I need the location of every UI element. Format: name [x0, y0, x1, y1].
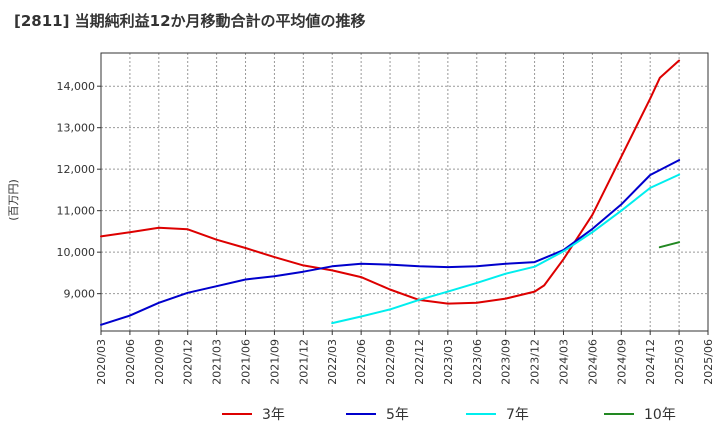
- x-tick-label: 2021/03: [211, 339, 224, 385]
- x-tick-label: 2024/09: [615, 339, 628, 385]
- x-axis: 2020/03 2020/06 2020/09 2020/12 2021/03 2021/…: [95, 331, 715, 385]
- x-tick-label: 2023/03: [442, 339, 455, 385]
- x-tick-label: 2023/09: [500, 339, 513, 385]
- x-tick-label: 2024/03: [557, 339, 570, 385]
- y-tick-label: 12,000: [57, 163, 96, 176]
- plot-frame: [100, 52, 709, 332]
- x-tick-label: 2022/03: [326, 339, 339, 385]
- x-tick-label: 2021/12: [297, 339, 310, 385]
- x-tick-label: 2022/12: [413, 339, 426, 385]
- legend-label: 5年: [386, 407, 409, 423]
- x-tick-label: 2021/09: [268, 339, 281, 385]
- series-line-10年: [658, 241, 681, 249]
- y-axis: 9,000 10,000 11,000 12,000 13,000 14,000: [57, 80, 101, 301]
- chart-title: [2811] 当期純利益12か月移動合計の平均値の推移: [14, 12, 366, 30]
- x-tick-label: 2021/06: [240, 339, 253, 385]
- x-tick-label: 2023/06: [471, 339, 484, 385]
- x-tick-label: 2024/12: [644, 339, 657, 385]
- y-tick-label: 10,000: [57, 246, 96, 259]
- x-tick-label: 2020/06: [124, 339, 137, 385]
- y-tick-label: 13,000: [57, 122, 96, 135]
- y-tick-label: 14,000: [57, 80, 96, 93]
- legend-label: 3年: [262, 407, 285, 423]
- series-layer: [100, 59, 681, 326]
- y-tick-label: 11,000: [57, 205, 96, 218]
- y-axis-label: (百万円): [7, 179, 20, 221]
- series-line-5年: [100, 159, 681, 326]
- x-tick-label: 2022/06: [355, 339, 368, 385]
- grid-layer: [100, 53, 709, 331]
- x-tick-label: 2025/06: [702, 339, 715, 385]
- x-tick-label: 2025/03: [673, 339, 686, 385]
- x-tick-label: 2024/06: [586, 339, 599, 385]
- legend-label: 7年: [506, 407, 529, 423]
- x-tick-label: 2020/03: [95, 339, 108, 385]
- x-tick-label: 2022/09: [384, 339, 397, 385]
- x-tick-label: 2020/12: [182, 339, 195, 385]
- legend: 3年 5年 7年 10年: [222, 407, 676, 423]
- y-tick-label: 9,000: [64, 288, 96, 301]
- x-tick-label: 2020/09: [153, 339, 166, 385]
- x-tick-label: 2023/12: [529, 339, 542, 385]
- series-line-7年: [331, 173, 681, 325]
- legend-label: 10年: [644, 407, 676, 423]
